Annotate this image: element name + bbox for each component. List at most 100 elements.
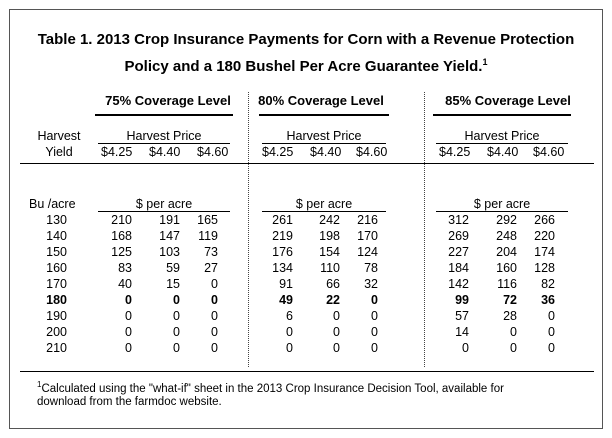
payment-cell-80-2: 110 (320, 261, 340, 275)
payment-cell-85-2: 292 (496, 213, 517, 227)
coverage-85-underline (433, 114, 571, 116)
payment-unit-85: $ per acre (473, 197, 531, 211)
row-yield: 200 (46, 325, 67, 339)
payment-cell-75-1: 40 (118, 277, 132, 291)
payment-unit-80: $ per acre (295, 197, 353, 211)
payment-cell-80-2: 0 (333, 309, 340, 323)
harvest-price-label-85: Harvest Price (464, 129, 540, 143)
payment-cell-80-1: 261 (272, 213, 293, 227)
payment-cell-80-1: 0 (286, 341, 293, 355)
row-yield: 160 (46, 261, 67, 275)
footnote-rule (20, 371, 594, 372)
payment-cell-75-1: 0 (125, 293, 132, 307)
payment-cell-85-1: 312 (448, 213, 469, 227)
payment-cell-80-3: 216 (357, 213, 378, 227)
coverage-75-underline (95, 114, 233, 116)
payment-cell-80-3: 0 (371, 309, 378, 323)
payment-cell-75-1: 210 (111, 213, 132, 227)
payment-cell-75-3: 119 (198, 229, 218, 243)
table-frame (9, 9, 603, 429)
price-80-a: $4.25 (262, 145, 294, 159)
payment-cell-85-3: 266 (534, 213, 555, 227)
payment-cell-85-1: 142 (448, 277, 469, 291)
payment-cell-80-3: 0 (371, 325, 378, 339)
payment-cell-80-2: 198 (319, 229, 340, 243)
row-yield: 170 (46, 277, 67, 291)
payment-cell-85-1: 0 (462, 341, 469, 355)
harvest-price-label-80: Harvest Price (286, 129, 362, 143)
row-header-yield: Yield (45, 145, 73, 159)
payment-cell-80-2: 242 (319, 213, 340, 227)
coverage-75-header: 75% Coverage Level (105, 93, 231, 108)
row-yield: 210 (46, 341, 67, 355)
harvest-price-rule-85 (436, 143, 568, 144)
payment-cell-75-3: 165 (197, 213, 218, 227)
payment-cell-85-1: 14 (455, 325, 469, 339)
payment-cell-75-3: 0 (211, 341, 218, 355)
price-75-a: $4.25 (101, 145, 133, 159)
footnote-line-2: download from the farmdoc website. (37, 395, 222, 409)
yield-unit-label: Bu /acre (29, 197, 76, 211)
payment-cell-80-3: 124 (357, 245, 378, 259)
payment-cell-80-1: 0 (286, 325, 293, 339)
payment-cell-80-1: 219 (272, 229, 293, 243)
payment-cell-80-3: 78 (364, 261, 378, 275)
payment-cell-75-2: 191 (159, 213, 180, 227)
payment-cell-85-3: 36 (541, 293, 555, 307)
coverage-85-header: 85% Coverage Level (445, 93, 571, 108)
payment-cell-75-2: 147 (159, 229, 180, 243)
separator-75-80 (248, 92, 249, 367)
payment-cell-75-3: 0 (211, 277, 218, 291)
coverage-80-underline (259, 114, 389, 116)
payment-cell-75-3: 0 (211, 293, 218, 307)
payment-cell-75-1: 125 (111, 245, 132, 259)
payment-cell-75-3: 0 (211, 309, 218, 323)
row-yield: 150 (46, 245, 67, 259)
header-bottom-rule (20, 163, 594, 164)
row-yield: 190 (46, 309, 67, 323)
row-header-harvest: Harvest (37, 129, 81, 143)
payment-cell-85-2: 72 (503, 293, 517, 307)
price-80-b: $4.40 (310, 145, 342, 159)
payment-cell-80-2: 154 (319, 245, 340, 259)
harvest-price-label-75: Harvest Price (126, 129, 202, 143)
payment-cell-75-1: 0 (125, 341, 132, 355)
harvest-price-rule-80 (262, 143, 386, 144)
harvest-price-rule-75 (98, 143, 230, 144)
row-yield: 140 (46, 229, 67, 243)
payment-cell-85-2: 0 (510, 325, 517, 339)
payment-cell-85-1: 184 (448, 261, 469, 275)
payment-cell-80-1: 6 (286, 309, 293, 323)
price-75-c: $4.60 (197, 145, 229, 159)
payment-cell-80-3: 0 (371, 341, 378, 355)
payment-unit-75: $ per acre (135, 197, 193, 211)
payment-cell-75-1: 168 (111, 229, 132, 243)
footnote-text-2: download from the farmdoc website. (37, 396, 222, 408)
row-yield: 130 (46, 213, 67, 227)
payment-cell-75-3: 27 (204, 261, 218, 275)
payment-cell-85-3: 128 (534, 261, 555, 275)
price-80-c: $4.60 (356, 145, 388, 159)
payment-cell-75-2: 59 (166, 261, 180, 275)
payment-cell-80-2: 22 (326, 293, 340, 307)
price-75-b: $4.40 (149, 145, 181, 159)
payment-cell-85-3: 220 (534, 229, 555, 243)
footnote-text-1: Calculated using the "what-if" sheet in … (41, 382, 504, 395)
payment-cell-75-2: 0 (173, 293, 180, 307)
payment-cell-80-2: 0 (333, 341, 340, 355)
payment-cell-80-1: 176 (272, 245, 293, 259)
price-85-a: $4.25 (439, 145, 471, 159)
payment-cell-85-3: 0 (548, 309, 555, 323)
payment-cell-80-1: 49 (279, 293, 293, 307)
payment-cell-80-3: 170 (357, 229, 378, 243)
table-title-text-2: Policy and a 180 Bushel Per Acre Guarant… (124, 58, 483, 75)
payment-cell-85-3: 0 (548, 341, 555, 355)
footnote-marker: 1 (37, 380, 42, 389)
payment-cell-85-2: 116 (497, 277, 517, 291)
footnote-line-1: 1Calculated using the "what-if" sheet in… (37, 378, 504, 396)
payment-cell-85-1: 99 (455, 293, 469, 307)
payment-cell-80-2: 0 (333, 325, 340, 339)
payment-cell-85-1: 57 (455, 309, 469, 323)
payment-cell-80-3: 32 (364, 277, 378, 291)
payment-cell-75-1: 0 (125, 325, 132, 339)
